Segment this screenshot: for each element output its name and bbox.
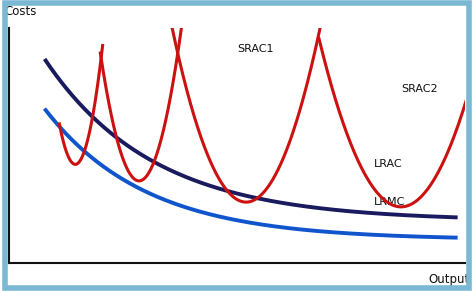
Text: Costs: Costs (5, 5, 37, 18)
Text: LRMC: LRMC (374, 197, 405, 207)
Text: SRAC2: SRAC2 (401, 84, 438, 94)
Text: Output: Output (428, 273, 469, 286)
Text: LRAC: LRAC (374, 159, 402, 169)
Text: SRAC1: SRAC1 (237, 44, 273, 54)
